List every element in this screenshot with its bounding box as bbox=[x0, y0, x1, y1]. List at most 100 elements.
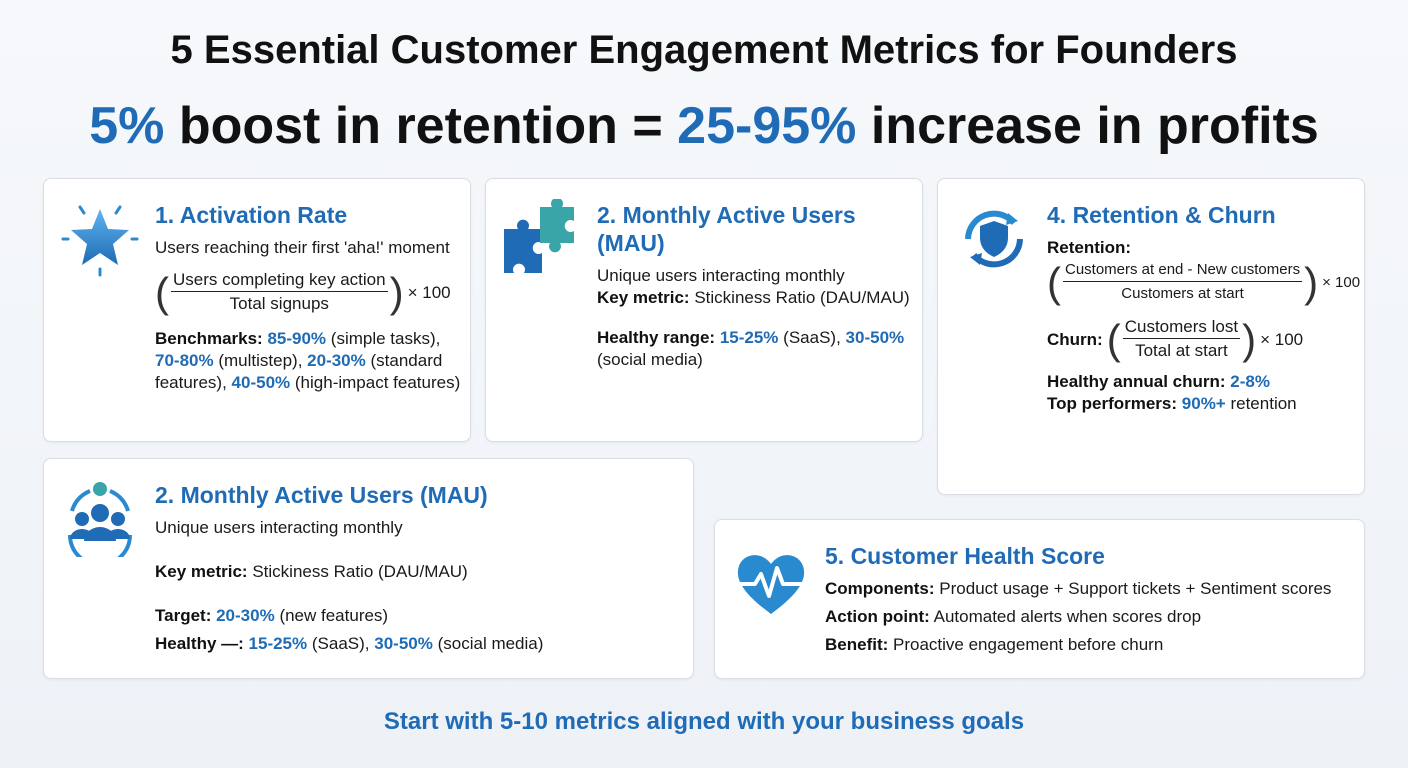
card-body: 1. Activation Rate Users reaching their … bbox=[155, 201, 465, 394]
description: Unique users interacting monthly bbox=[597, 266, 845, 285]
card: 5. Customer Health Score Components: Pro… bbox=[714, 519, 1365, 679]
multiplier: × 100 bbox=[1260, 329, 1304, 349]
card-body: 2. Monthly Active Users (MAU) Unique use… bbox=[597, 201, 913, 371]
text: Stickiness Ratio (DAU/MAU) bbox=[252, 562, 468, 581]
card-body: 5. Customer Health Score Components: Pro… bbox=[825, 542, 1355, 656]
text: Product usage + Support tickets + Sentim… bbox=[939, 579, 1332, 598]
value: 20-30% bbox=[307, 351, 366, 370]
value: 15-25% bbox=[248, 634, 308, 653]
value: 30-50% bbox=[374, 634, 433, 653]
label: Healthy —: bbox=[155, 634, 244, 653]
card-title: 2. Monthly Active Users (MAU) bbox=[155, 482, 488, 508]
label: Key metric: bbox=[597, 288, 690, 307]
numerator: Customers lost bbox=[1122, 316, 1241, 339]
multiplier: × 100 bbox=[407, 282, 451, 302]
description: Users reaching their first 'aha!' moment bbox=[155, 238, 450, 257]
paren: ( bbox=[155, 268, 169, 316]
puzzle-icon bbox=[504, 199, 574, 273]
action-point: Action point: Automated alerts when scor… bbox=[825, 606, 1355, 628]
text: (social media) bbox=[597, 350, 703, 369]
card-body: 4. Retention & Churn Retention: (Custome… bbox=[1047, 201, 1363, 415]
heart-icon bbox=[733, 555, 809, 614]
users-icon bbox=[68, 482, 132, 557]
card: 1. Activation Rate Users reaching their … bbox=[43, 178, 471, 442]
fraction: Customers lost Total at start bbox=[1121, 316, 1242, 363]
card: 4. Retention & Churn Retention: (Custome… bbox=[937, 178, 1365, 495]
star-icon bbox=[61, 205, 139, 277]
text: (multistep), bbox=[218, 351, 303, 370]
text: retention bbox=[1230, 394, 1297, 413]
subtitle-part: 25-95% bbox=[677, 97, 857, 155]
subtitle: 5% boost in retention = 25-95% increase … bbox=[0, 96, 1408, 156]
components: Components: Product usage + Support tick… bbox=[825, 578, 1355, 600]
value: 30-50% bbox=[845, 328, 905, 347]
label: Action point: bbox=[825, 607, 930, 626]
formula: (Customers at end - New customers Custome… bbox=[1047, 259, 1363, 306]
target: Target: 20-30% (new features) bbox=[155, 605, 675, 627]
multiplier: × 100 bbox=[1322, 273, 1361, 291]
subtitle-part: increase in profits bbox=[870, 97, 1319, 155]
formula: (Users completing key action Total signup… bbox=[155, 269, 465, 316]
key-metric: Key metric: Stickiness Ratio (DAU/MAU) bbox=[155, 561, 675, 583]
value: 2-8% bbox=[1230, 372, 1270, 391]
formula: Churn:(Customers lost Total at start) × 10… bbox=[1047, 316, 1363, 363]
label: Healthy annual churn: bbox=[1047, 372, 1226, 391]
top-performers: Top performers: 90%+ retention bbox=[1047, 393, 1363, 415]
value: 40-50% bbox=[231, 373, 291, 392]
retention-label: Retention: bbox=[1047, 237, 1363, 259]
card-title: 4. Retention & Churn bbox=[1047, 202, 1276, 228]
fraction: Users completing key action Total signups bbox=[169, 269, 390, 316]
value: 90%+ bbox=[1181, 394, 1226, 413]
value: 20-30% bbox=[216, 606, 275, 625]
text: (SaaS), bbox=[783, 328, 841, 347]
healthy-churn: Healthy annual churn: 2-8% bbox=[1047, 371, 1363, 393]
fraction: Customers at end - New customers Customer… bbox=[1061, 259, 1304, 306]
text: (SaaS), bbox=[311, 634, 370, 653]
text: Automated alerts when scores drop bbox=[933, 607, 1202, 626]
healthy-range: Healthy range: 15-25% (SaaS), 30-50% (so… bbox=[597, 327, 913, 371]
subtitle-part: 5% bbox=[89, 97, 165, 155]
denominator: Total signups bbox=[229, 294, 329, 313]
text: Stickiness Ratio (DAU/MAU) bbox=[694, 288, 910, 307]
label: Churn: bbox=[1047, 329, 1103, 349]
denominator: Customers at start bbox=[1121, 285, 1244, 302]
numerator: Customers at end - New customers bbox=[1063, 259, 1303, 282]
paren: ) bbox=[1304, 258, 1319, 306]
benchmarks: Benchmarks: 85-90% (simple tasks), 70-80… bbox=[155, 328, 465, 394]
footer: Start with 5-10 metrics aligned with you… bbox=[383, 708, 1025, 735]
key-metric: Key metric: Stickiness Ratio (DAU/MAU) bbox=[597, 287, 913, 309]
text: (standard features), bbox=[155, 351, 443, 392]
card-title: 5. Customer Health Score bbox=[825, 543, 1105, 569]
label: Top performers: bbox=[1047, 394, 1178, 413]
label: Benchmarks: bbox=[155, 329, 263, 348]
paren: ( bbox=[1106, 315, 1121, 363]
label: Components: bbox=[825, 579, 935, 598]
value: 15-25% bbox=[719, 328, 779, 347]
text: (social media) bbox=[437, 634, 544, 653]
text: (high-impact features) bbox=[294, 373, 461, 392]
card-title: 1. Activation Rate bbox=[155, 202, 348, 228]
numerator: Users completing key action bbox=[171, 269, 388, 292]
paren: ) bbox=[389, 268, 404, 316]
benefit: Benefit: Proactive engagement before chu… bbox=[825, 634, 1355, 656]
label: Retention: bbox=[1047, 238, 1132, 257]
label: Key metric: bbox=[155, 562, 248, 581]
shield-icon bbox=[965, 210, 1023, 268]
text: Proactive engagement before churn bbox=[893, 635, 1164, 654]
denominator: Total at start bbox=[1135, 341, 1228, 360]
card-body: 2. Monthly Active Users (MAU) Unique use… bbox=[155, 481, 675, 655]
title: 5 Essential Customer Engagement Metrics … bbox=[170, 28, 1238, 72]
label: Benefit: bbox=[825, 635, 889, 654]
value: 70-80% bbox=[155, 351, 214, 370]
card-title: 2. Monthly Active Users (MAU) bbox=[597, 202, 856, 256]
card: 2. Monthly Active Users (MAU) Unique use… bbox=[485, 178, 923, 442]
text: (simple tasks), bbox=[330, 329, 441, 348]
card: 2. Monthly Active Users (MAU) Unique use… bbox=[43, 458, 694, 679]
text: (new features) bbox=[279, 606, 389, 625]
value: 85-90% bbox=[267, 329, 327, 348]
description: Unique users interacting monthly bbox=[155, 518, 403, 537]
subtitle-part: boost in retention = bbox=[178, 97, 663, 155]
paren: ) bbox=[1242, 315, 1257, 363]
